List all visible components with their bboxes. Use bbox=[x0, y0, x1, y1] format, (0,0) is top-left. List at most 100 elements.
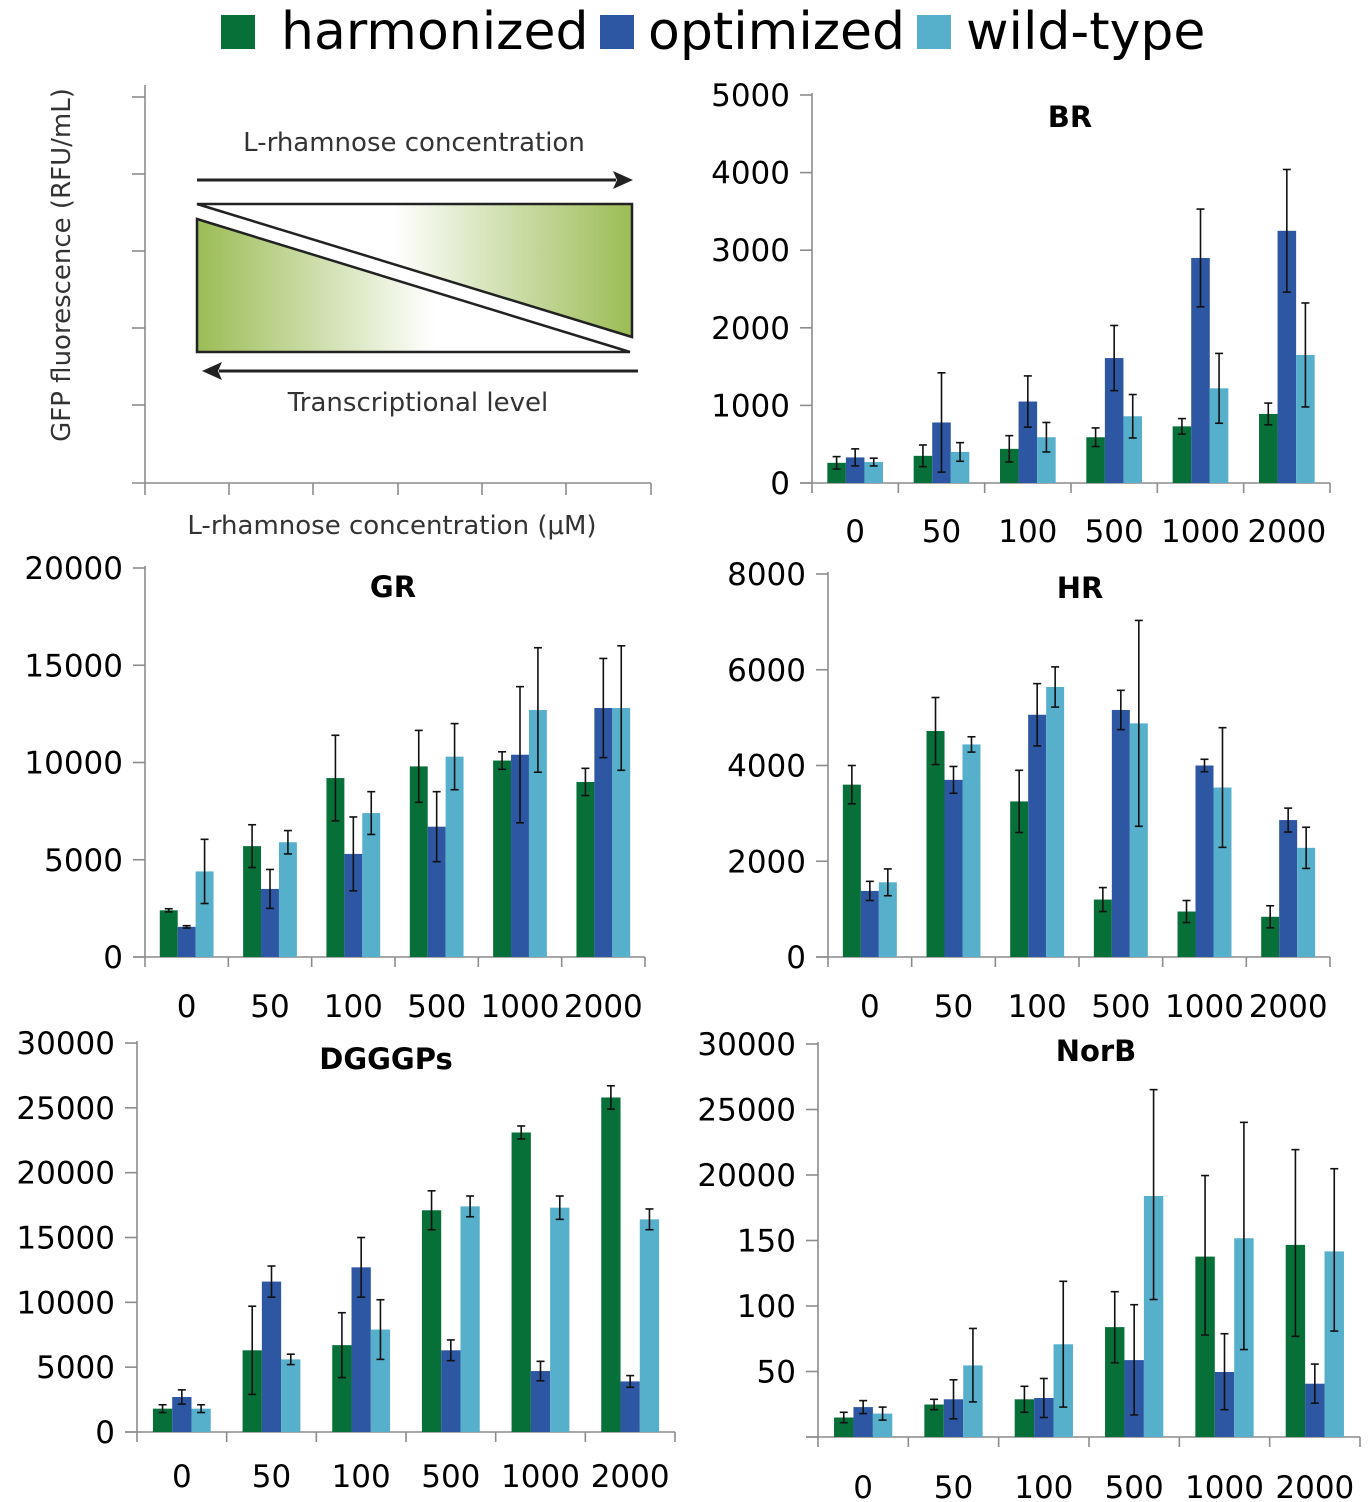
gr-bar-harmonized bbox=[576, 781, 595, 957]
legend-swatch-wild-type bbox=[917, 15, 951, 49]
schematic-x-axis-label: L-rhamnose concentration (μM) bbox=[187, 511, 596, 541]
dgggps-bar-harmonized bbox=[421, 1210, 442, 1432]
dgggps-y-tick-label: 0 bbox=[95, 1415, 115, 1451]
br-bar-wild-type bbox=[1209, 388, 1229, 483]
br-bar-wild-type bbox=[864, 462, 884, 483]
hr-category-label: 0 bbox=[860, 989, 880, 1025]
br-y-tick-label: 2000 bbox=[711, 311, 790, 347]
gr-bar-optimized bbox=[261, 888, 279, 957]
dgggps-y-tick-label: 5000 bbox=[36, 1350, 115, 1386]
dgggps-y-tick-label: 10000 bbox=[16, 1285, 115, 1321]
br-y-tick-label: 4000 bbox=[711, 156, 790, 192]
gr-category-label: 500 bbox=[407, 989, 466, 1025]
hr-bar-optimized bbox=[860, 890, 879, 957]
gr-bar-harmonized bbox=[409, 766, 428, 957]
norb-category-label: 0 bbox=[853, 1470, 873, 1502]
dgggps-category-label: 100 bbox=[332, 1459, 391, 1495]
dgggps-bar-wild-type bbox=[370, 1329, 391, 1432]
norb-bar-harmonized bbox=[924, 1404, 944, 1437]
br-bar-wild-type bbox=[1037, 437, 1056, 483]
dgggps-category-label: 2000 bbox=[591, 1459, 670, 1495]
norb-bar-wild-type bbox=[872, 1413, 893, 1437]
br-y-tick-label: 5000 bbox=[711, 78, 790, 114]
hr-bar-wild-type bbox=[1213, 787, 1232, 957]
norb-category-label: 1000 bbox=[1185, 1470, 1264, 1502]
dgggps-bar-harmonized bbox=[152, 1408, 173, 1432]
hr-y-tick-label: 2000 bbox=[727, 844, 806, 880]
dgggps-bar-optimized bbox=[530, 1371, 551, 1432]
norb-bar-harmonized bbox=[1014, 1399, 1035, 1437]
hr-category-label: 1000 bbox=[1165, 989, 1244, 1025]
chart-panel-dgggps: 0 5000 10000 15000 20000 25000 30000 DGGGPs 0 50 1… bbox=[16, 1026, 676, 1495]
norb-bar-wild-type bbox=[1143, 1196, 1164, 1437]
gr-category-label: 1000 bbox=[481, 989, 560, 1025]
norb-category-label: 50 bbox=[934, 1470, 973, 1502]
dgggps-bar-optimized bbox=[620, 1381, 640, 1432]
hr-bar-harmonized bbox=[1261, 916, 1280, 957]
norb-category-label: 2000 bbox=[1275, 1470, 1354, 1502]
hr-bar-harmonized bbox=[1177, 911, 1196, 957]
br-category-label: 500 bbox=[1085, 514, 1144, 550]
dgggps-y-tick-label: 25000 bbox=[16, 1091, 115, 1127]
gr-chart-title: GR bbox=[370, 570, 416, 604]
dgggps-category-label: 0 bbox=[172, 1459, 192, 1495]
hr-bar-wild-type bbox=[1046, 686, 1065, 957]
gr-bar-optimized bbox=[177, 926, 196, 957]
legend: harmonized optimized wild-type bbox=[221, 2, 1205, 62]
br-bar-harmonized bbox=[1258, 413, 1278, 483]
hr-bar-harmonized bbox=[842, 784, 861, 957]
br-bar-harmonized bbox=[1172, 426, 1192, 483]
hr-bar-harmonized bbox=[1093, 899, 1112, 957]
br-bar-optimized bbox=[845, 457, 865, 483]
hr-y-tick-label: 8000 bbox=[727, 557, 806, 593]
br-bar-wild-type bbox=[950, 451, 970, 483]
gr-bar-wild-type bbox=[278, 842, 297, 957]
hr-y-tick-label: 0 bbox=[786, 940, 806, 976]
gr-y-tick-label: 15000 bbox=[24, 648, 123, 684]
br-category-label: 50 bbox=[922, 514, 961, 550]
gr-y-tick-label: 10000 bbox=[24, 746, 123, 782]
dgggps-chart-title: DGGGPs bbox=[319, 1042, 453, 1076]
gr-y-tick-label: 5000 bbox=[44, 843, 123, 879]
gr-bar-harmonized bbox=[326, 778, 345, 957]
increasing-gradient-shape bbox=[196, 202, 634, 339]
schematic-y-ticks bbox=[132, 96, 145, 406]
legend-swatch-optimized bbox=[600, 15, 634, 49]
hr-bar-wild-type bbox=[1297, 847, 1316, 957]
br-chart-title: BR bbox=[1048, 100, 1092, 134]
br-y-tick-label: 1000 bbox=[711, 388, 790, 424]
hr-bar-wild-type bbox=[1129, 723, 1148, 957]
br-bar-harmonized bbox=[913, 455, 933, 483]
legend-label-harmonized: harmonized bbox=[281, 2, 588, 62]
dgggps-bar-wild-type bbox=[639, 1219, 660, 1432]
hr-bar-optimized bbox=[1111, 709, 1130, 957]
hr-category-label: 500 bbox=[1091, 989, 1150, 1025]
hr-category-label: 100 bbox=[1008, 989, 1067, 1025]
dgggps-bar-optimized bbox=[261, 1281, 282, 1432]
hr-bar-wild-type bbox=[878, 882, 897, 957]
norb-category-label: 500 bbox=[1105, 1470, 1164, 1502]
legend-swatch-harmonized bbox=[221, 15, 255, 49]
br-bar-wild-type bbox=[1296, 354, 1315, 483]
norb-y-tick-label: 150 bbox=[737, 1224, 796, 1260]
dgggps-bar-wild-type bbox=[281, 1359, 301, 1432]
norb-bar-harmonized bbox=[1285, 1244, 1306, 1437]
chart-panel-norb: 50 100 150 20000 25000 30000 NorB 0 50 100 500 1000… bbox=[697, 1027, 1361, 1502]
hr-bar-optimized bbox=[944, 779, 963, 957]
gr-y-tick-label: 0 bbox=[103, 940, 123, 976]
top-arrowhead bbox=[613, 171, 633, 189]
gr-bar-wild-type bbox=[362, 813, 381, 957]
br-category-label: 1000 bbox=[1161, 514, 1240, 550]
dgggps-y-tick-label: 20000 bbox=[16, 1156, 115, 1192]
br-bar-wild-type bbox=[1123, 416, 1143, 483]
br-y-tick-label: 0 bbox=[770, 466, 790, 502]
dgggps-bar-harmonized bbox=[332, 1345, 352, 1432]
legend-label-optimized: optimized bbox=[648, 2, 905, 62]
gr-bar-wild-type bbox=[528, 709, 547, 957]
dgggps-bar-optimized bbox=[351, 1267, 371, 1432]
norb-chart-title: NorB bbox=[1056, 1034, 1137, 1068]
gr-bar-wild-type bbox=[195, 871, 214, 957]
legend-label-wild-type: wild-type bbox=[966, 2, 1205, 62]
